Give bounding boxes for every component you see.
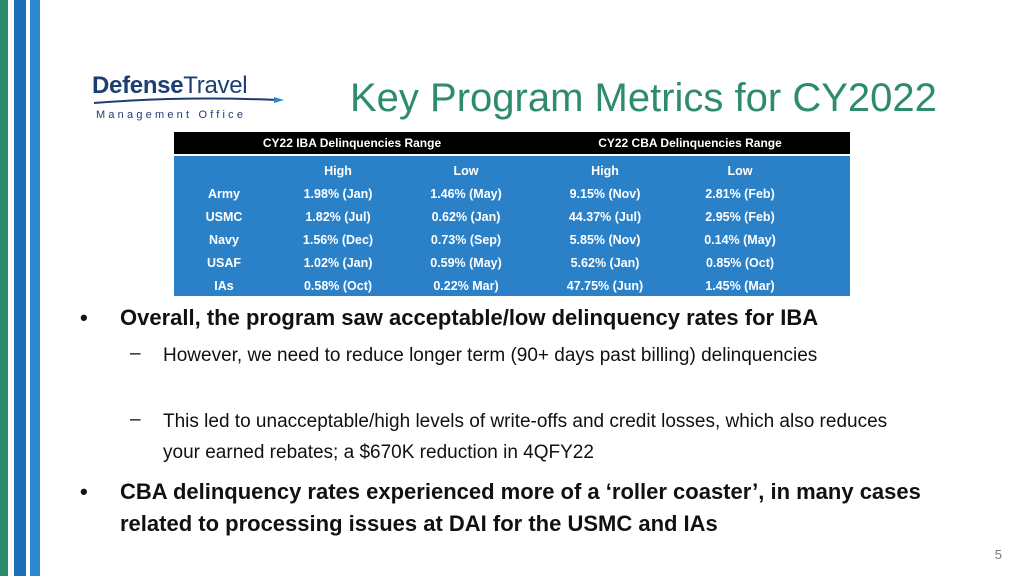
table-cell: 0.22% Mar) [433, 279, 499, 293]
logo-subtitle: Management Office [96, 109, 247, 121]
bullet-icon: • [80, 479, 88, 504]
logo-word-regular: Travel [183, 72, 248, 99]
logo-word-bold: Defense [92, 72, 184, 99]
header-divider [174, 154, 850, 156]
iba-range-header: CY22 IBA Delinquencies Range [262, 136, 442, 150]
page-number: 5 [994, 547, 1002, 562]
table-cell: USAF [206, 256, 242, 270]
table-cell: 1.45% (Mar) [705, 279, 775, 293]
table-cell: 5.85% (Nov) [569, 233, 641, 247]
column-header: Low [453, 164, 479, 178]
table-row: USMC 1.82% (Jul) 0.62% (Jan) 44.37% (Jul… [174, 206, 850, 229]
left-stripe [0, 0, 8, 576]
bullet-text: Overall, the program saw acceptable/low … [120, 305, 819, 330]
bullet-text: CBA delinquency rates experienced more o… [120, 479, 921, 536]
table-cell: 0.59% (May) [430, 256, 502, 270]
table-row: USAF 1.02% (Jan) 0.59% (May) 5.62% (Jan)… [174, 252, 850, 275]
left-stripe [26, 0, 30, 576]
left-stripe [30, 0, 40, 576]
sub-bullet-text: This led to unacceptable/high levels of … [163, 411, 888, 463]
table-cell: 1.82% (Jul) [305, 210, 371, 224]
table-cell: 1.46% (May) [430, 187, 502, 201]
column-header: High [324, 164, 352, 178]
metrics-table: CY22 IBA Delinquencies Range CY22 CBA De… [174, 132, 850, 296]
column-header [174, 160, 274, 183]
table-cell: 0.58% (Oct) [303, 279, 373, 293]
left-stripe [8, 0, 14, 576]
column-header: High [591, 164, 619, 178]
left-stripe [14, 0, 26, 576]
table-cell: 47.75% (Jun) [566, 279, 644, 293]
table-row: IAs 0.58% (Oct) 0.22% Mar) 47.75% (Jun) … [174, 275, 850, 298]
table-cell: 44.37% (Jul) [568, 210, 642, 224]
table-cell: 1.56% (Dec) [302, 233, 374, 247]
logo-swoosh-icon [93, 97, 284, 104]
column-header: Low [727, 164, 753, 178]
table-row: Army 1.98% (Jan) 1.46% (May) 9.15% (Nov)… [174, 183, 850, 206]
table-cell: 5.62% (Jan) [570, 256, 640, 270]
table-column-headers: High Low High Low [174, 160, 850, 183]
table-cell: Army [208, 187, 240, 201]
table-cell: 0.85% (Oct) [705, 256, 775, 270]
table-cell: 0.62% (Jan) [431, 210, 501, 224]
table-body: High Low High Low Army 1.98% (Jan) 1.46%… [174, 156, 850, 296]
table-cell: Navy [209, 233, 239, 247]
bullet-icon: • [80, 305, 88, 330]
table-cell: 1.02% (Jan) [303, 256, 373, 270]
table-cell: IAs [214, 279, 234, 293]
table-cell: 2.81% (Feb) [705, 187, 775, 201]
dash-icon: – [130, 409, 141, 430]
table-group-header: CY22 IBA Delinquencies Range CY22 CBA De… [174, 132, 850, 154]
table-cell: USMC [205, 210, 243, 224]
table-cell: 2.95% (Feb) [705, 210, 775, 224]
dash-icon: – [130, 343, 141, 364]
table-cell: 9.15% (Nov) [569, 187, 641, 201]
table-cell: 0.73% (Sep) [430, 233, 502, 247]
table-row: Navy 1.56% (Dec) 0.73% (Sep) 5.85% (Nov)… [174, 229, 850, 252]
cba-range-header: CY22 CBA Delinquencies Range [598, 136, 782, 150]
page-title: Key Program Metrics for CY2022 [350, 76, 937, 120]
table-cell: 0.14% (May) [704, 233, 776, 247]
logo-wordmark: DefenseTravel [92, 72, 248, 100]
defense-travel-logo: DefenseTravel Management Office [92, 70, 292, 126]
sub-bullet-text: However, we need to reduce longer term (… [163, 345, 818, 366]
table-cell: 1.98% (Jan) [303, 187, 373, 201]
